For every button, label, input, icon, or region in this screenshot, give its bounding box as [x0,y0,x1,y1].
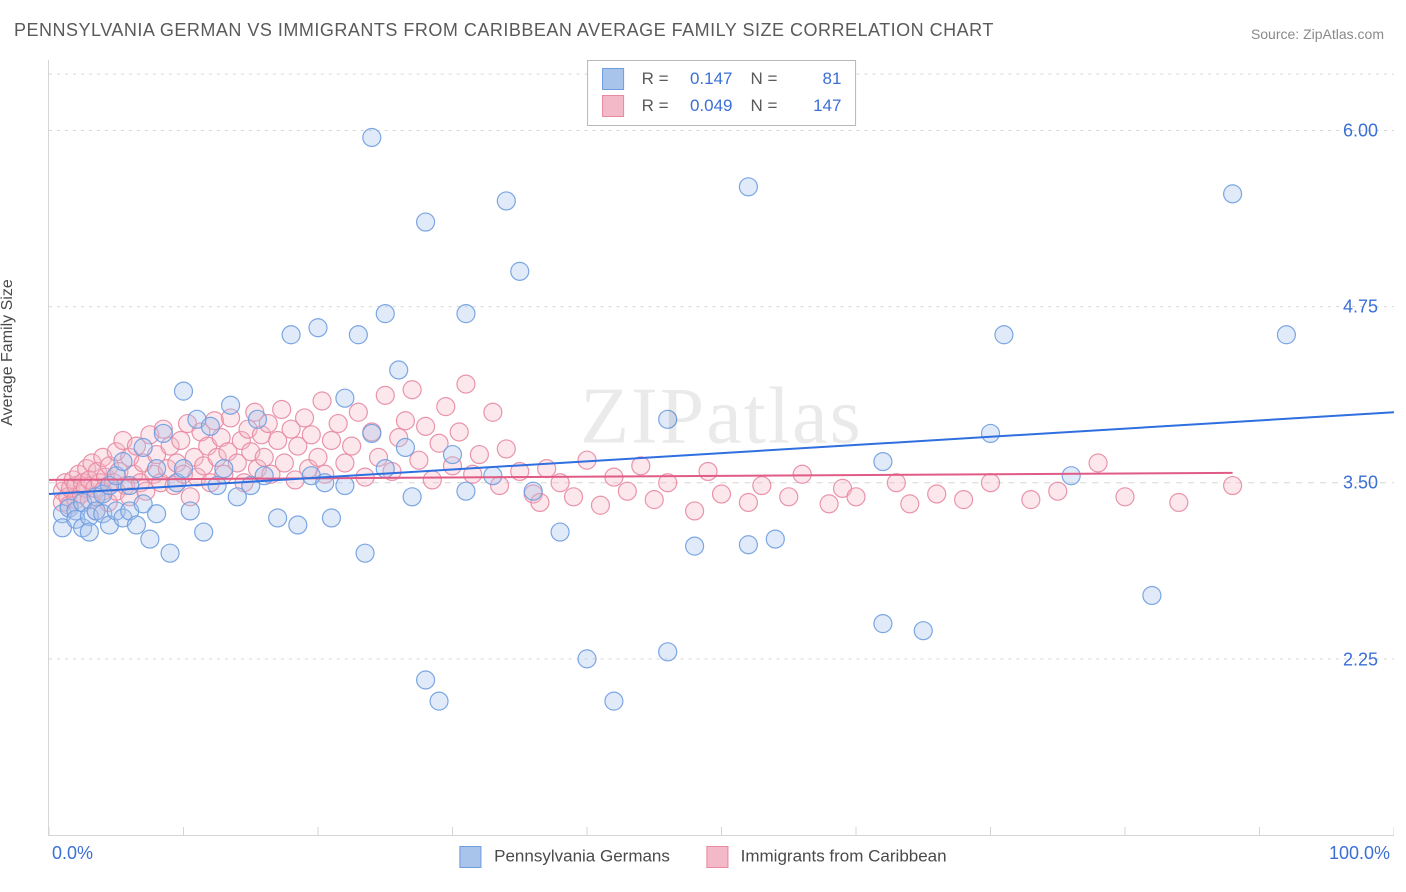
swatch-series-1-bottom [459,846,481,868]
source-name: ZipAtlas.com [1303,26,1384,42]
x-axis-max-label: 100.0% [1329,843,1390,864]
legend-row-1: R = 0.147 N = 81 [602,65,842,92]
source-label: Source: [1251,26,1299,42]
correlation-legend: R = 0.147 N = 81 R = 0.049 N = 147 [587,60,857,126]
r-value-2: 0.049 [679,92,733,119]
n-value-1: 81 [787,65,841,92]
y-tick-label: 4.75 [1343,296,1378,317]
n-label-1: N = [751,65,778,92]
y-tick-label: 6.00 [1343,120,1378,141]
r-label-1: R = [642,65,669,92]
series-legend: Pennsylvania Germans Immigrants from Car… [459,846,946,868]
swatch-series-1 [602,68,624,90]
legend-row-2: R = 0.049 N = 147 [602,92,842,119]
plot-area: ZIPatlas R = 0.147 N = 81 R = 0.049 N = … [48,60,1394,836]
swatch-series-2-bottom [706,846,728,868]
n-label-2: N = [751,92,778,119]
series-2-label: Immigrants from Caribbean [741,846,947,865]
series-1-label: Pennsylvania Germans [494,846,670,865]
y-tick-label: 3.50 [1343,473,1378,494]
legend-item-2: Immigrants from Caribbean [706,846,947,868]
r-label-2: R = [642,92,669,119]
scatter-plot [49,60,1394,835]
source-credit: Source: ZipAtlas.com [1251,26,1384,42]
y-tick-label: 2.25 [1343,649,1378,670]
r-value-1: 0.147 [679,65,733,92]
x-axis-min-label: 0.0% [52,843,93,864]
n-value-2: 147 [787,92,841,119]
chart-title: PENNSYLVANIA GERMAN VS IMMIGRANTS FROM C… [14,20,994,41]
swatch-series-2 [602,95,624,117]
legend-item-1: Pennsylvania Germans [459,846,670,868]
y-axis-label: Average Family Size [0,279,17,425]
